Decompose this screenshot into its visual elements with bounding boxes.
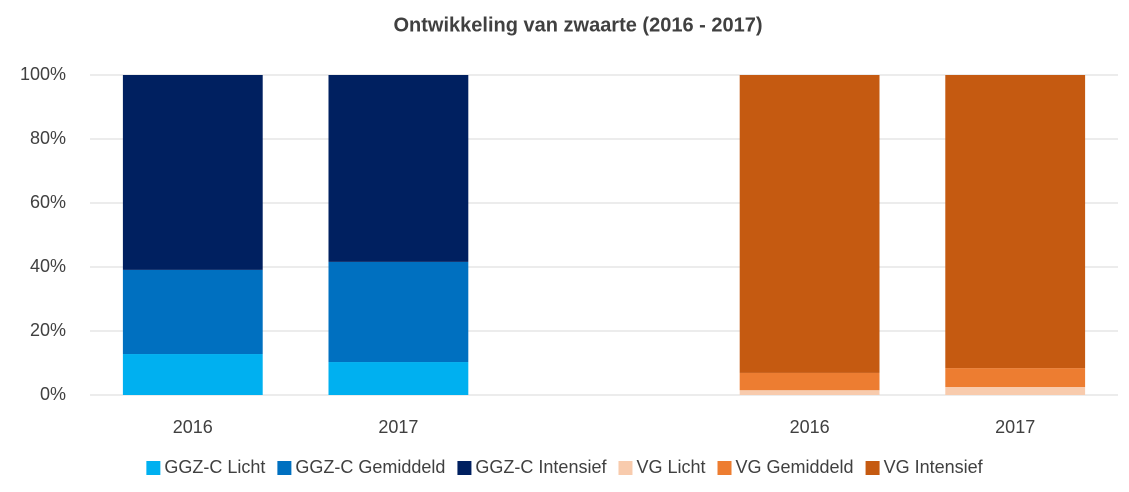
legend-swatch (457, 461, 472, 475)
bar-segment (328, 75, 469, 262)
x-tick-label: 2016 (790, 417, 830, 437)
legend-label: VG Gemiddeld (736, 457, 854, 477)
bar-segment (945, 368, 1086, 387)
legend-swatch (618, 461, 633, 475)
bar-segment (122, 354, 263, 395)
legend-label: GGZ-C Gemiddeld (295, 457, 445, 477)
legend: GGZ-C Licht GGZ-C Gemiddeld GGZ-C Intensie… (146, 457, 984, 477)
y-tick-label: 20% (30, 320, 66, 340)
legend-swatch (277, 461, 292, 475)
bar-segment (739, 75, 880, 373)
legend-swatch (865, 461, 880, 475)
x-tick-label: 2016 (173, 417, 213, 437)
bar-segment (122, 75, 263, 270)
x-tick-label: 2017 (378, 417, 418, 437)
legend-label: VG Intensief (884, 457, 984, 477)
legend-label: VG Licht (636, 457, 705, 477)
x-tick-label: 2017 (995, 417, 1035, 437)
y-tick-label: 40% (30, 256, 66, 276)
legend-swatch (146, 461, 161, 475)
legend-swatch (717, 461, 732, 475)
chart-title: Ontwikkeling van zwaarte (2016 - 2017) (393, 14, 762, 36)
bar-segment (328, 261, 469, 363)
y-tick-label: 80% (30, 128, 66, 148)
bar-segment (328, 362, 469, 395)
legend-label: GGZ-C Intensief (475, 457, 607, 477)
bar-segment (945, 75, 1086, 369)
y-tick-label: 0% (40, 384, 66, 404)
bar-segment (739, 390, 880, 395)
y-tick-label: 60% (30, 192, 66, 212)
y-tick-label: 100% (20, 64, 66, 84)
legend-label: GGZ-C Licht (164, 457, 265, 477)
bar-segment (945, 387, 1086, 395)
bar-segment (739, 372, 880, 391)
bar-segment (122, 269, 263, 355)
